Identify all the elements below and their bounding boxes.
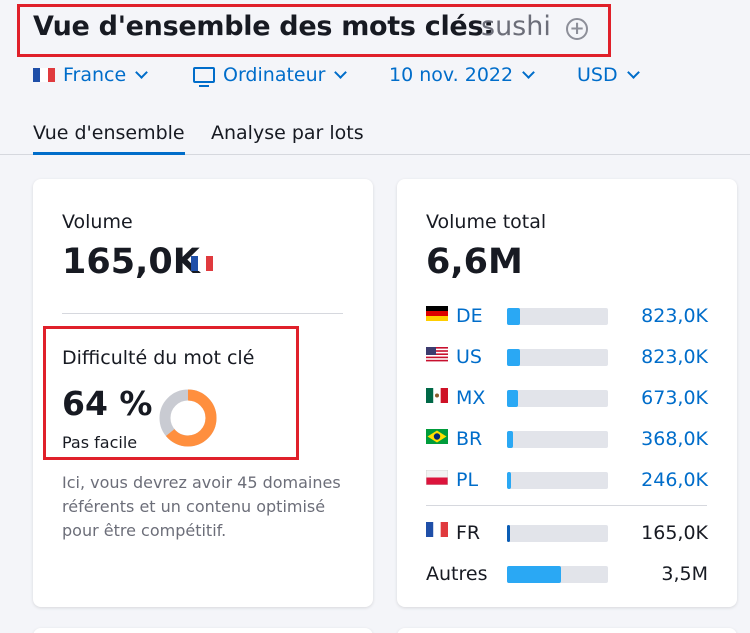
chevron-down-icon (135, 66, 149, 79)
country-value[interactable]: 823,0K (641, 305, 708, 327)
chevron-down-icon (522, 66, 535, 79)
keyword-label[interactable]: sushi (481, 11, 551, 42)
difficulty-value: 64 % (62, 384, 153, 423)
title-highlight-box (17, 4, 611, 57)
country-bar (507, 472, 608, 489)
others-value: 3,5M (661, 563, 708, 585)
country-bar-fill (507, 349, 520, 366)
country-filter-label: France (63, 64, 127, 86)
france-flag-icon (426, 522, 448, 537)
france-flag-icon (191, 256, 213, 271)
usa-flag-icon (426, 347, 448, 362)
country-code[interactable]: DE (456, 305, 483, 327)
tab-batch-analysis[interactable]: Analyse par lots (211, 122, 364, 144)
country-value[interactable]: 368,0K (641, 428, 708, 450)
country-bar-fill (507, 390, 518, 407)
divider (62, 313, 343, 314)
total-volume-label: Volume total (426, 211, 547, 233)
volume-label: Volume (62, 211, 133, 233)
date-filter[interactable]: 10 nov. 2022 (389, 62, 535, 88)
others-bar (507, 566, 608, 583)
others-bar-fill (507, 566, 561, 583)
others-label: Autres (426, 563, 488, 585)
country-bar (507, 390, 608, 407)
device-filter[interactable]: Ordinateur (193, 62, 348, 88)
country-bar-fill (507, 472, 512, 489)
page-title: Vue d'ensemble des mots clés: (33, 11, 494, 42)
chevron-down-icon (334, 66, 348, 79)
difficulty-text: Pas facile (62, 433, 138, 452)
local-country-value: 165,0K (641, 522, 708, 544)
currency-filter-label: USD (577, 64, 618, 86)
chevron-down-icon (626, 66, 640, 79)
country-code[interactable]: MX (456, 387, 486, 409)
germany-flag-icon (426, 306, 448, 321)
country-filter[interactable]: France (33, 62, 149, 88)
filter-bar: France Ordinateur 10 nov. 2022 USD (0, 62, 750, 88)
volume-value: 165,0K (62, 242, 200, 282)
country-value[interactable]: 246,0K (641, 469, 708, 491)
country-bar (507, 349, 608, 366)
difficulty-donut-arc (159, 389, 217, 447)
france-flag-icon (33, 68, 55, 82)
next-card (397, 628, 737, 633)
difficulty-donut (159, 389, 217, 447)
date-filter-label: 10 nov. 2022 (389, 64, 514, 86)
local-country-bar-fill (507, 525, 511, 542)
local-country-bar (507, 525, 608, 542)
country-value[interactable]: 823,0K (641, 346, 708, 368)
device-filter-label: Ordinateur (223, 64, 326, 86)
volume-card (33, 179, 373, 607)
difficulty-label: Difficulté du mot clé (62, 347, 255, 369)
next-card (33, 628, 373, 633)
country-code[interactable]: BR (456, 428, 483, 450)
difficulty-highlight-box (43, 326, 299, 460)
total-volume-value: 6,6M (426, 242, 523, 282)
country-code[interactable]: PL (456, 469, 479, 491)
mexico-flag-icon (426, 388, 448, 403)
country-bar-fill (507, 431, 514, 448)
local-country-code: FR (456, 522, 481, 544)
country-bar (507, 431, 608, 448)
desktop-icon (193, 67, 215, 87)
currency-filter[interactable]: USD (577, 62, 640, 88)
plus-circle-icon[interactable]: + (566, 18, 588, 40)
difficulty-description: Ici, vous devrez avoir 45 domaines référ… (62, 473, 341, 540)
country-code[interactable]: US (456, 346, 482, 368)
country-value[interactable]: 673,0K (641, 387, 708, 409)
tab-bar: Vue d'ensemble Analyse par lots (0, 118, 750, 155)
poland-flag-icon (426, 470, 448, 485)
country-bar (507, 308, 608, 325)
divider (426, 505, 707, 506)
country-bar-fill (507, 308, 520, 325)
tab-overview[interactable]: Vue d'ensemble (33, 122, 185, 155)
brazil-flag-icon (426, 429, 448, 444)
